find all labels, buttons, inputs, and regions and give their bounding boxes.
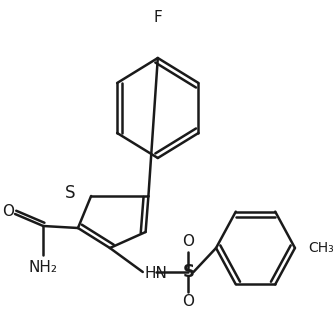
Text: CH₃: CH₃ (308, 241, 334, 255)
Text: F: F (153, 11, 162, 25)
Text: O: O (182, 295, 194, 310)
Text: O: O (2, 204, 14, 219)
Text: NH₂: NH₂ (29, 259, 58, 275)
Text: S: S (183, 263, 195, 281)
Text: S: S (65, 184, 76, 202)
Text: HN: HN (145, 266, 168, 281)
Text: O: O (182, 234, 194, 249)
